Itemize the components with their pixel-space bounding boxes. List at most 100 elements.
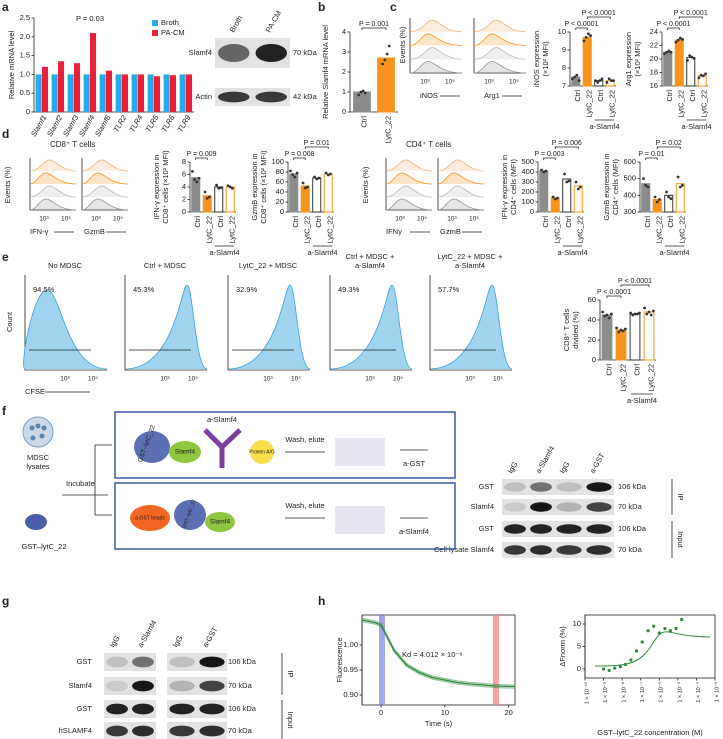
x-tick-label: LytC_22 — [618, 364, 627, 392]
tick-label: 10³ — [91, 216, 101, 223]
blot-band — [132, 703, 154, 715]
data-point — [690, 55, 694, 59]
bar — [675, 183, 685, 213]
histogram — [227, 284, 311, 370]
bar — [51, 74, 58, 112]
data-point — [387, 44, 391, 48]
data-point — [596, 81, 600, 84]
y-tick-label: 40 — [588, 315, 596, 324]
bar — [67, 74, 74, 112]
data-point — [649, 313, 653, 317]
histogram — [124, 284, 208, 370]
blot-band — [530, 524, 552, 534]
blot-band — [586, 502, 612, 512]
legend-swatch — [152, 30, 158, 36]
label: Slamf4 — [175, 449, 196, 456]
y-tick-label: 22 — [650, 40, 658, 49]
data-point — [303, 186, 307, 190]
bar — [58, 61, 65, 112]
data-point — [646, 629, 650, 633]
tick-label: 10⁵ — [509, 79, 519, 86]
y-tick-label: 0.90 — [343, 690, 358, 699]
y-axis-label: Fluorescence — [335, 637, 344, 682]
blot-band — [199, 656, 225, 668]
tick-label: 10³ — [420, 79, 430, 86]
icon — [41, 425, 47, 431]
bracket — [667, 27, 680, 30]
bar — [562, 178, 572, 213]
x-tick-label: TLR4 — [127, 113, 144, 133]
panel-label: c — [390, 0, 397, 14]
row-label: Slamf4 — [69, 681, 92, 690]
bar — [154, 76, 161, 112]
x-tick-label: LytC_22 — [576, 216, 585, 244]
data-point — [704, 72, 707, 76]
axis-label: IFNγ — [386, 227, 402, 236]
label: a-GST — [403, 459, 426, 468]
p-value: P = 0.009 — [186, 151, 216, 158]
tick-label: 10⁵ — [493, 376, 503, 383]
bar — [225, 186, 235, 213]
lane-label: IgG — [108, 634, 122, 649]
data-point — [668, 629, 673, 633]
data-point — [203, 190, 207, 194]
bracket — [656, 146, 681, 149]
label: a-Slamf4 — [207, 415, 237, 424]
group-label: a-Slamf4 — [209, 248, 239, 257]
data-point — [579, 185, 582, 189]
blot-band — [530, 502, 552, 512]
axis-label: Events (%) — [361, 166, 370, 203]
line-replicate — [361, 620, 515, 689]
histogram — [81, 159, 129, 172]
histogram — [473, 19, 527, 33]
x-tick-label: TLR5 — [143, 113, 160, 134]
bar — [601, 314, 613, 361]
data-point — [385, 52, 389, 56]
gate-label: 49.3% — [338, 285, 360, 294]
data-point — [640, 640, 644, 644]
p-value: P = 0.02 — [656, 140, 682, 147]
histogram — [81, 172, 129, 185]
x-tick-label: 1 × 10⁻⁶ — [658, 682, 665, 703]
data-point — [655, 200, 659, 204]
bar — [42, 66, 49, 112]
data-point — [551, 195, 555, 199]
tick-label: 10³ — [160, 376, 170, 383]
panel-title: CD8⁺ T cells — [50, 140, 95, 149]
data-point — [576, 187, 580, 191]
x-tick-label: LytC_22 — [677, 90, 686, 118]
data-point — [219, 186, 223, 190]
data-point — [215, 183, 218, 187]
data-point — [553, 197, 557, 201]
group-label: a-Slamf4 — [627, 396, 657, 405]
bar — [186, 74, 193, 112]
x-tick-label: 10 — [441, 708, 449, 717]
data-point — [574, 180, 578, 184]
histogram — [81, 185, 129, 198]
data-point — [329, 172, 332, 176]
data-point — [629, 311, 632, 315]
axes — [124, 275, 207, 371]
histogram — [429, 284, 513, 370]
histogram — [437, 159, 485, 172]
x-tick-label: LytC_22 — [205, 216, 214, 244]
blot-band — [106, 703, 128, 715]
y-tick-label: 18 — [650, 67, 658, 76]
size-label: 106 kDa — [618, 482, 647, 491]
y-tick-label: 60 — [276, 177, 284, 186]
bar — [289, 173, 299, 213]
data-point — [658, 198, 661, 201]
y-tick-label: 10 — [558, 27, 566, 36]
panel-label: a — [2, 0, 9, 14]
bar — [573, 185, 583, 213]
beads — [250, 440, 274, 464]
line — [361, 619, 515, 688]
y-axis-label: CD4⁺ cells (MFI) — [509, 158, 518, 215]
histogram — [23, 289, 108, 370]
bar — [312, 177, 322, 213]
tick-label: 10⁵ — [88, 376, 98, 383]
bar — [138, 74, 145, 112]
legend-label: Broth — [161, 18, 179, 27]
data-point — [542, 170, 546, 174]
data-point — [643, 306, 646, 310]
